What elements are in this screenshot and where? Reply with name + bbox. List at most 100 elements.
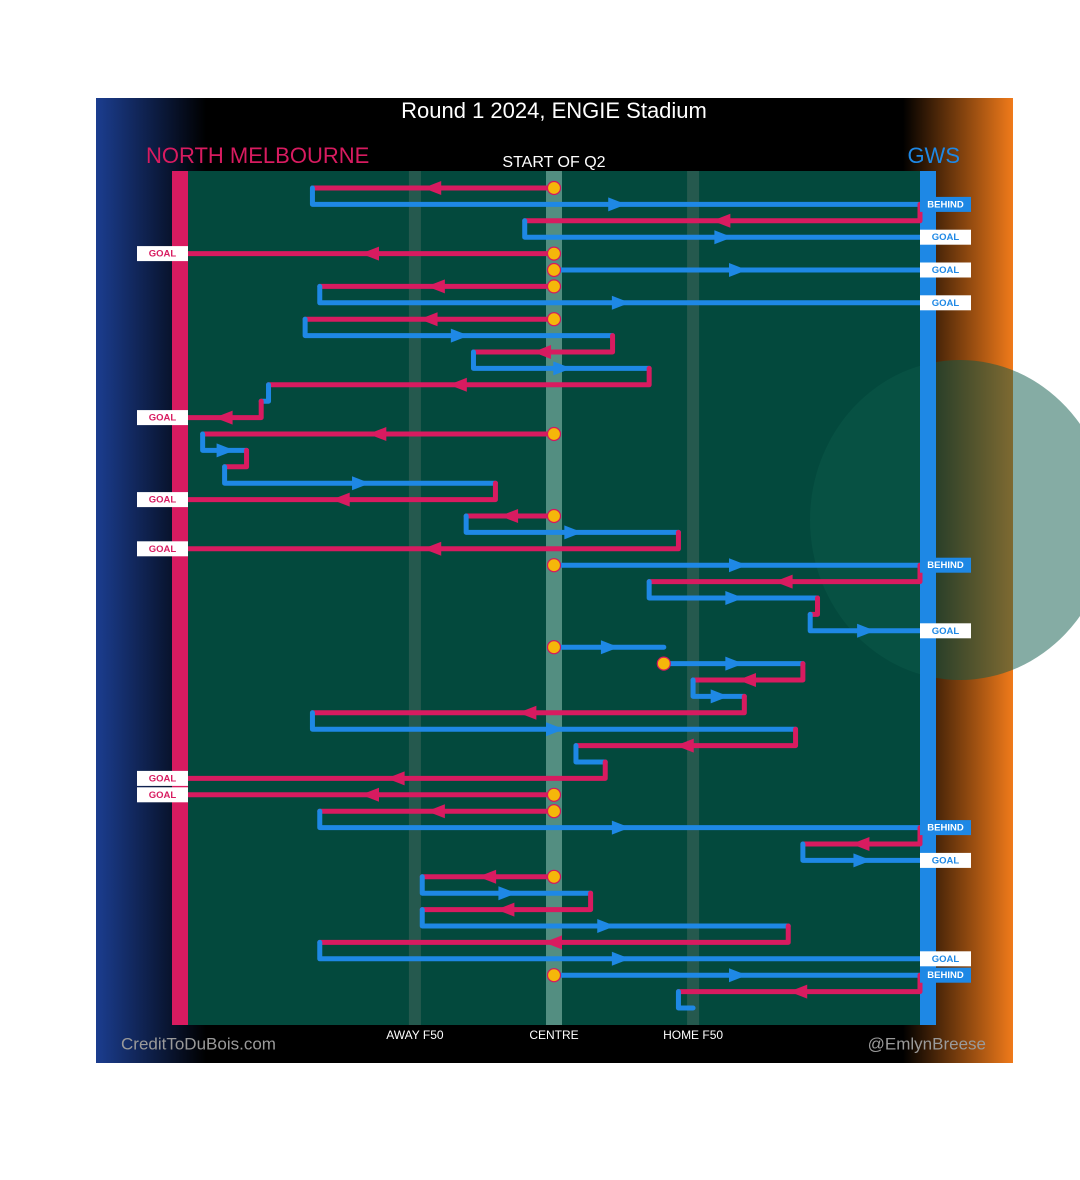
ball-up bbox=[546, 968, 562, 983]
possession-segment bbox=[419, 890, 594, 913]
left-goal-bar bbox=[172, 171, 188, 1025]
direction-arrow bbox=[216, 443, 235, 458]
result-box bbox=[920, 951, 971, 967]
possession-segment bbox=[222, 464, 498, 486]
possession-segment bbox=[470, 333, 616, 355]
direction-arrow bbox=[423, 541, 442, 556]
possession-segment bbox=[463, 513, 681, 535]
team-left: NORTH MELBOURNE bbox=[146, 143, 369, 168]
result-box bbox=[137, 492, 188, 508]
result-label: BEHIND bbox=[927, 560, 964, 571]
possession-segment bbox=[573, 726, 799, 749]
direction-arrow bbox=[419, 312, 438, 327]
result-box bbox=[137, 246, 188, 262]
direction-arrow bbox=[729, 558, 747, 573]
ball-up bbox=[546, 804, 562, 819]
ball-up bbox=[546, 640, 562, 655]
result-label: GOAL bbox=[149, 495, 177, 506]
result-box bbox=[137, 770, 188, 786]
direction-arrow bbox=[675, 738, 694, 753]
result-box bbox=[920, 229, 971, 245]
direction-arrow bbox=[553, 361, 572, 376]
credit-left: CreditToDuBois.com bbox=[121, 1034, 276, 1053]
result-label: BEHIND bbox=[927, 823, 964, 834]
ball-up bbox=[546, 180, 562, 196]
result-label: GOAL bbox=[149, 249, 177, 260]
direction-arrow bbox=[789, 984, 808, 999]
direction-arrow bbox=[331, 492, 350, 507]
possession-segment bbox=[309, 185, 923, 207]
direction-arrow bbox=[450, 328, 469, 343]
direction-arrow bbox=[426, 804, 445, 819]
possession-segment bbox=[185, 398, 264, 421]
direction-arrow bbox=[533, 345, 552, 359]
result-label: GOAL bbox=[149, 544, 177, 555]
direction-arrow bbox=[423, 181, 442, 195]
result-box bbox=[920, 557, 971, 573]
possession-segment bbox=[185, 759, 608, 781]
chart-title: Round 1 2024, ENGIE Stadium bbox=[401, 98, 707, 123]
direction-arrow bbox=[361, 787, 379, 802]
result-label: GOAL bbox=[149, 773, 177, 784]
possession-segment bbox=[807, 611, 923, 634]
direction-arrow bbox=[597, 919, 616, 933]
possession-segment bbox=[419, 907, 791, 929]
possession-segment bbox=[266, 365, 652, 388]
possession-segment bbox=[185, 529, 681, 552]
result-label: GOAL bbox=[149, 790, 177, 801]
result-box bbox=[137, 410, 188, 426]
team-right: GWS bbox=[907, 143, 960, 168]
field-marker-band bbox=[546, 171, 562, 1025]
result-box bbox=[137, 541, 188, 557]
direction-arrow bbox=[611, 820, 630, 835]
result-box bbox=[920, 820, 971, 836]
direction-arrow bbox=[546, 722, 564, 737]
possession-segment bbox=[185, 480, 498, 503]
field-marker-label: HOME F50 bbox=[663, 1028, 723, 1042]
ball-up bbox=[546, 508, 562, 524]
possession-segment bbox=[800, 841, 923, 863]
result-box bbox=[920, 262, 971, 278]
direction-arrow bbox=[710, 689, 729, 704]
field-marker-label: AWAY F50 bbox=[386, 1028, 444, 1042]
ball-up bbox=[546, 262, 562, 278]
direction-arrow bbox=[725, 656, 744, 671]
field-marker-band bbox=[408, 171, 421, 1025]
direction-arrow bbox=[714, 230, 733, 245]
possession-segment bbox=[573, 743, 608, 765]
direction-arrow bbox=[352, 476, 371, 491]
field-marker-label: CENTRE bbox=[529, 1028, 578, 1042]
subtitle: START OF Q2 bbox=[502, 154, 605, 171]
direction-arrow bbox=[214, 410, 233, 425]
direction-arrow bbox=[426, 279, 445, 294]
possession-segment bbox=[302, 316, 616, 339]
possession-segment bbox=[646, 579, 821, 601]
direction-arrow bbox=[498, 886, 517, 901]
result-box bbox=[920, 967, 971, 983]
result-box bbox=[137, 787, 188, 803]
ball-up bbox=[546, 279, 562, 294]
direction-arrow bbox=[544, 935, 562, 950]
possession-segment bbox=[470, 349, 652, 371]
possession-segment bbox=[222, 447, 250, 470]
direction-arrow bbox=[608, 197, 627, 212]
direction-arrow bbox=[500, 509, 519, 523]
possession-segment bbox=[317, 808, 923, 831]
possession-segment bbox=[690, 661, 806, 683]
direction-arrow bbox=[611, 295, 630, 310]
ball-up bbox=[546, 246, 562, 261]
direction-arrow bbox=[564, 525, 583, 540]
direction-arrow bbox=[774, 574, 793, 589]
result-box bbox=[920, 196, 971, 212]
result-label: GOAL bbox=[149, 413, 177, 424]
result-label: GOAL bbox=[932, 626, 960, 637]
possession-segment bbox=[675, 989, 696, 1011]
direction-arrow bbox=[729, 968, 747, 983]
possession-segment bbox=[309, 693, 747, 716]
result-label: GOAL bbox=[932, 954, 960, 965]
result-label: GOAL bbox=[932, 855, 960, 866]
ball-up bbox=[546, 426, 562, 442]
ball-up bbox=[546, 869, 562, 884]
possession-segment bbox=[317, 923, 791, 945]
